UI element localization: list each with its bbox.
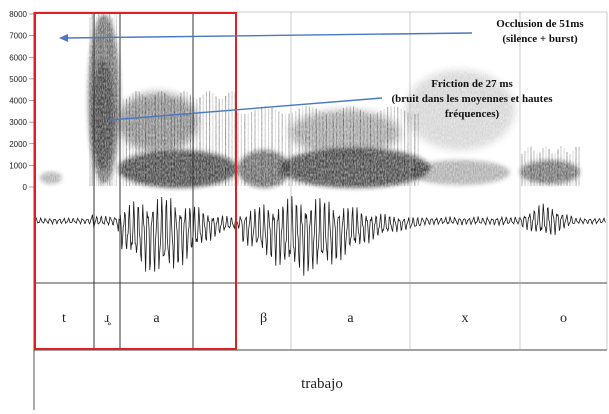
occlusion-title: Occlusion de 51ms (496, 18, 584, 30)
frequency-tick-label: 8000 (9, 10, 27, 19)
frequency-tick-label: 2000 (9, 140, 27, 149)
friction-detail: (bruit dans les moyennes et hautes (391, 93, 553, 105)
occlusion-detail: (silence + burst) (502, 33, 578, 45)
segment-tier: t ɹ̥ a β a x o (62, 311, 567, 326)
friction-detail-2: fréquences) (445, 108, 500, 120)
frequency-tick-label: 0 (23, 183, 28, 192)
frequency-tick-label: 1000 (9, 161, 27, 170)
frequency-tick-label: 3000 (9, 118, 27, 127)
frequency-tick-label: 7000 (9, 32, 27, 41)
segment-label: o (560, 311, 567, 326)
frequency-tick-label: 5000 (9, 75, 27, 84)
segment-label: a (347, 311, 354, 326)
segment-label: ɹ̥ (105, 311, 112, 326)
segment-label: a (153, 311, 160, 326)
frequency-tick-label: 6000 (9, 53, 27, 62)
frequency-tick-label: 4000 (9, 97, 27, 106)
segment-label: x (462, 311, 469, 326)
word-label: trabajo (301, 376, 343, 392)
segment-label: t (62, 311, 66, 326)
segment-label: β (260, 311, 267, 326)
friction-title: Friction de 27 ms (431, 78, 513, 90)
frequency-axis: 8000 7000 6000 5000 4000 3000 2000 1000 0 (9, 10, 34, 192)
